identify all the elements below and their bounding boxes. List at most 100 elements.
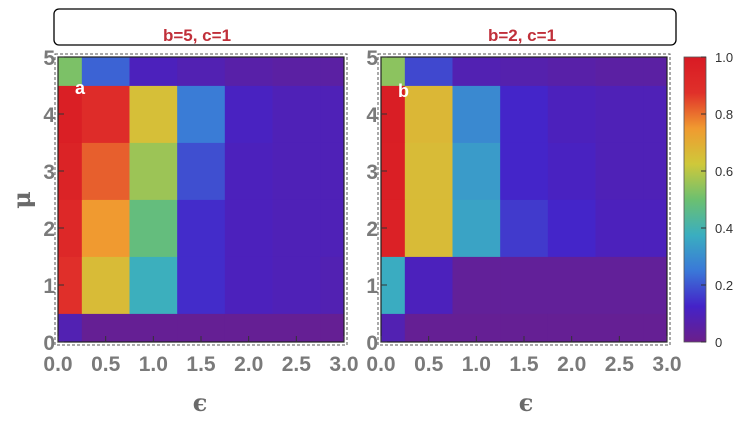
panel-a-cells [58, 57, 345, 343]
x-tick-label-a-1: 0.5 [91, 353, 121, 376]
heatmap-cell-b-r3-c2 [452, 142, 501, 200]
heatmap-cell-a-r5-c3 [177, 57, 226, 86]
y-tick-label-a-0: 0 [43, 332, 55, 355]
x-tick-label-b-0: 0.0 [366, 353, 395, 376]
x-tick-label-a-4: 2.0 [234, 353, 263, 376]
panel-a-x-axis-label: ϵ [193, 388, 208, 417]
heatmap-cell-a-r5-c5 [272, 57, 321, 86]
panel-a-y-ticks: 0 1 2 3 4 5 [43, 47, 64, 355]
heatmap-cell-b-r5-c2 [452, 57, 501, 86]
panel-a-title: b=5, c=1 [163, 26, 231, 45]
heatmap-cell-a-r3-c2 [129, 142, 178, 200]
heatmap-cell-b-r5-c0 [381, 57, 406, 86]
heatmap-cell-a-r2-c3 [177, 199, 226, 257]
heatmap-cell-a-r5-c6 [320, 57, 345, 86]
x-tick-label-a-2: 1.0 [139, 353, 168, 376]
colorbar: 0 0.2 0.4 0.6 0.8 1.0 [683, 50, 733, 350]
panel-a-outer-frame [54, 53, 348, 346]
heatmap-cell-a-r0-c6 [320, 313, 345, 343]
y-tick-label-a-5: 5 [43, 47, 55, 70]
colorbar-tick-label-3: 0.6 [715, 164, 733, 179]
colorbar-gradient [683, 56, 707, 343]
x-tick-label-b-4: 2.0 [557, 353, 586, 376]
heatmap-cell-b-r5-c3 [500, 57, 549, 86]
y-tick-label-b-1: 1 [366, 275, 378, 298]
heatmap-cell-a-r5-c0 [58, 57, 83, 86]
y-tick-label-a-2: 2 [43, 218, 55, 241]
y-axis-label: μ [7, 191, 36, 209]
x-tick-label-b-6: 3.0 [652, 353, 681, 376]
panel-a-letter: a [75, 78, 86, 98]
heatmap-cell-a-r1-c3 [177, 256, 226, 314]
heatmap-cell-b-r1-c3 [500, 256, 549, 314]
heatmap-cell-b-r5-c4 [547, 57, 596, 86]
y-tick-label-b-2: 2 [366, 218, 378, 241]
heatmap-cell-a-r4-c5 [272, 85, 321, 143]
heatmap-cell-a-r1-c1 [81, 256, 130, 314]
heatmap-cell-a-r2-c2 [129, 199, 178, 257]
heatmap-cell-b-r5-c1 [404, 57, 453, 86]
x-tick-label-a-0: 0.0 [43, 353, 72, 376]
heatmap-cell-a-r3-c1 [81, 142, 130, 200]
heatmap-cell-a-r5-c4 [224, 57, 273, 86]
y-tick-label-b-4: 4 [366, 104, 378, 127]
x-tick-label-a-3: 1.5 [186, 353, 216, 376]
x-tick-label-b-1: 0.5 [414, 353, 444, 376]
panel-b: 0 1 2 3 4 5 0.0 0.5 1.0 1.5 2.0 2.5 3.0 b [366, 47, 681, 376]
heatmap-cell-b-r3-c6 [643, 142, 668, 200]
x-tick-label-b-3: 1.5 [509, 353, 539, 376]
heatmap-cell-b-r3-c3 [500, 142, 549, 200]
heatmap-cell-b-r2-c5 [595, 199, 644, 257]
heatmap-cell-b-r2-c3 [500, 199, 549, 257]
heatmap-cell-b-r4-c6 [643, 85, 668, 143]
x-tick-label-a-5: 2.5 [282, 353, 312, 376]
heatmap-cell-b-r3-c4 [547, 142, 596, 200]
heatmap-cell-a-r1-c2 [129, 256, 178, 314]
heatmap-cell-a-r1-c5 [272, 256, 321, 314]
x-tick-label-b-2: 1.0 [462, 353, 491, 376]
heatmap-cell-a-r3-c3 [177, 142, 226, 200]
heatmap-cell-a-r3-c4 [224, 142, 273, 200]
colorbar-ticks: 0 0.2 0.4 0.6 0.8 1.0 [701, 50, 733, 350]
panel-b-cells [381, 57, 668, 343]
heatmap-cell-b-r1-c6 [643, 256, 668, 314]
panel-b-x-axis-label: ϵ [519, 388, 534, 417]
heatmap-cell-b-r0-c0 [381, 313, 406, 343]
heatmap-cell-a-r3-c6 [320, 142, 345, 200]
x-tick-label-b-5: 2.5 [605, 353, 635, 376]
heatmap-cell-a-r2-c5 [272, 199, 321, 257]
heatmap-cell-b-r1-c5 [595, 256, 644, 314]
heatmap-cell-a-r4-c1 [81, 85, 130, 143]
heatmap-cell-a-r5-c1 [81, 57, 130, 86]
heatmap-cell-a-r4-c4 [224, 85, 273, 143]
heatmap-cell-b-r2-c4 [547, 199, 596, 257]
colorbar-tick-label-5: 1.0 [715, 50, 733, 65]
panel-b-x-ticks: 0.0 0.5 1.0 1.5 2.0 2.5 3.0 [366, 336, 682, 376]
panel-b-letter: b [398, 81, 409, 101]
heatmap-cell-b-r4-c4 [547, 85, 596, 143]
heatmap-cell-a-r1-c6 [320, 256, 345, 314]
panel-a-x-ticks: 0.0 0.5 1.0 1.5 2.0 2.5 3.0 [43, 336, 359, 376]
heatmap-cell-b-r1-c2 [452, 256, 501, 314]
heatmap-cell-b-r4-c2 [452, 85, 501, 143]
heatmap-cell-b-r2-c6 [643, 199, 668, 257]
heatmap-cell-b-r5-c5 [595, 57, 644, 86]
header-frame [53, 8, 677, 46]
y-tick-label-a-1: 1 [43, 275, 55, 298]
y-tick-label-b-0: 0 [366, 332, 378, 355]
heatmap-cell-b-r1-c4 [547, 256, 596, 314]
heatmap-cell-a-r4-c6 [320, 85, 345, 143]
colorbar-tick-label-1: 0.2 [715, 278, 733, 293]
x-tick-label-a-6: 3.0 [329, 353, 358, 376]
heatmap-cell-a-r4-c2 [129, 85, 178, 143]
panel-b-outer-frame [377, 53, 671, 346]
y-tick-label-a-3: 3 [43, 161, 55, 184]
colorbar-tick-label-2: 0.4 [715, 221, 733, 236]
heatmap-cell-a-r2-c1 [81, 199, 130, 257]
heatmap-cell-a-r2-c4 [224, 199, 273, 257]
heatmap-cell-b-r2-c2 [452, 199, 501, 257]
y-tick-label-b-5: 5 [366, 47, 378, 70]
heatmap-cell-b-r4-c3 [500, 85, 549, 143]
heatmap-cell-b-r4-c1 [404, 85, 453, 143]
